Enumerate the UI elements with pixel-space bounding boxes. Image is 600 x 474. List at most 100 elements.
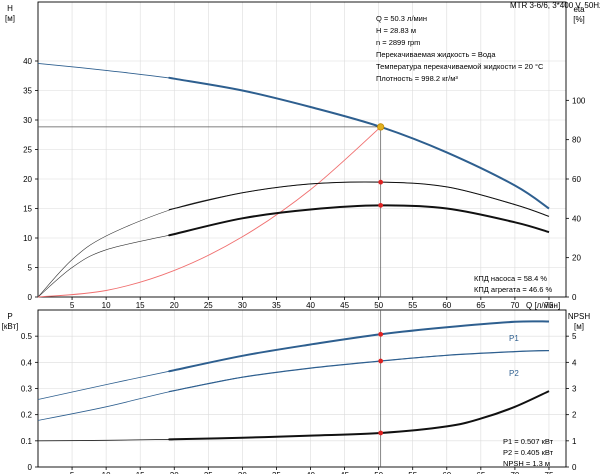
y-right-tick-label: 100 [572, 96, 586, 105]
y-right-tick-label: 2 [572, 411, 577, 420]
y-left-tick-label: 35 [23, 87, 32, 96]
y-left-axis-label: H [7, 4, 13, 13]
x-tick-label: 45 [340, 471, 349, 474]
y-left-tick-label: 20 [23, 175, 32, 184]
plot-frame [37, 309, 567, 468]
x-tick-label: 25 [204, 471, 213, 474]
x-tick-label: 75 [545, 301, 554, 310]
x-tick-label: 75 [545, 471, 554, 474]
y-left-tick-label: 0.2 [21, 411, 33, 420]
power-marker [378, 331, 384, 337]
x-axis-label: Q [л/мин] [526, 301, 560, 310]
efficiency-line: КПД агрегата = 46.6 % [474, 285, 552, 294]
info-line: n = 2899 rpm [376, 38, 420, 47]
y-left-tick-label: 10 [23, 234, 32, 243]
y-left-axis-unit: [кВт] [2, 322, 19, 331]
series-label-p1: P1 [509, 334, 519, 343]
y-left-tick-label: 5 [28, 264, 33, 273]
efficiency-marker [378, 202, 384, 208]
y-right-tick-label: 1 [572, 437, 577, 446]
x-tick-label: 35 [272, 301, 281, 310]
x-tick-label: 55 [408, 301, 417, 310]
x-tick-label: 45 [340, 301, 349, 310]
y-left-axis-unit: [м] [5, 14, 15, 23]
y-left-tick-label: 0 [28, 463, 33, 472]
efficiency-info: КПД насоса = 58.4 % КПД агрегата = 46.6 … [474, 274, 552, 294]
x-tick-label: 5 [70, 301, 75, 310]
axes-layer [35, 1, 569, 470]
power-p1-curve [168, 320, 550, 373]
x-tick-label: 65 [476, 301, 485, 310]
info-line: Плотность = 998.2 кг/м³ [376, 74, 458, 83]
power-p2-curve-thin [37, 350, 550, 421]
y-right-tick-label: 60 [572, 175, 581, 184]
y-right-axis-label: eta [573, 5, 585, 14]
head-curve [168, 76, 550, 210]
y-left-tick-label: 15 [23, 205, 32, 214]
npsh-curve [168, 390, 550, 441]
power-line: P1 = 0.507 кВт [503, 437, 554, 446]
x-tick-label: 70 [510, 301, 519, 310]
plot-frame [37, 1, 567, 298]
info-line: Перекачиваемая жидкость = Вода [376, 50, 496, 59]
x-tick-label: 30 [238, 471, 247, 474]
efficiency-line: КПД насоса = 58.4 % [474, 274, 547, 283]
y-left-tick-label: 0.5 [21, 332, 33, 341]
y-left-tick-label: 0.1 [21, 437, 33, 446]
y-right-axis-unit: [%] [573, 15, 585, 24]
power-marker [378, 358, 384, 364]
info-line: Q = 50.3 л/мин [376, 14, 427, 23]
y-right-tick-label: 5 [572, 332, 577, 341]
x-tick-label: 10 [102, 301, 111, 310]
power-line: P2 = 0.405 кВт [503, 448, 554, 457]
x-tick-label: 25 [204, 301, 213, 310]
y-left-tick-label: 0.3 [21, 385, 33, 394]
x-tick-label: 70 [510, 471, 519, 474]
labels-layer: 5 10 15 20 25 30 35 40 45 50 55 60 65 70 7505101520253… [2, 4, 591, 474]
y-left-tick-label: 30 [23, 116, 32, 125]
power-p1-curve-thin [37, 320, 550, 400]
power-marker [378, 430, 384, 436]
efficiency-marker [378, 179, 384, 185]
x-tick-label: 55 [408, 471, 417, 474]
y-right-tick-label: 0 [572, 293, 577, 302]
y-right-tick-label: 0 [572, 463, 577, 472]
y-right-tick-label: 3 [572, 385, 577, 394]
power-p2-curve [168, 350, 550, 393]
y-right-tick-label: 4 [572, 358, 577, 367]
y-left-tick-label: 0 [28, 293, 33, 302]
x-tick-label: 20 [170, 301, 179, 310]
efficiency-pump-curve [168, 181, 550, 217]
x-tick-label: 40 [306, 301, 315, 310]
efficiency-curve-thin [37, 181, 550, 298]
efficiency-unit-curve [168, 204, 550, 237]
info-line: H = 28.83 м [376, 26, 416, 35]
x-tick-label: 60 [442, 471, 451, 474]
x-tick-label: 5 [70, 471, 75, 474]
x-tick-label: 15 [136, 471, 145, 474]
y-right-axis-label: NPSH [568, 312, 590, 321]
y-left-tick-label: 0.4 [21, 358, 33, 367]
pump-title: MTR 3-6/6, 3*400 V, 50Hz [510, 1, 600, 10]
x-tick-label: 50 [374, 471, 383, 474]
duty-point-marker [377, 123, 385, 131]
x-tick-label: 10 [102, 471, 111, 474]
power-line: NPSH = 1.3 м [503, 459, 550, 468]
system-curve [37, 126, 382, 298]
y-left-tick-label: 25 [23, 146, 32, 155]
x-tick-label: 65 [476, 471, 485, 474]
x-tick-label: 20 [170, 471, 179, 474]
y-right-axis-unit: [м] [574, 322, 584, 331]
grid-layer [37, 2, 566, 468]
y-left-axis-label: P [7, 312, 12, 321]
head-curve-thin [37, 62, 550, 209]
npsh-curve-thin [37, 390, 550, 442]
x-tick-label: 60 [442, 301, 451, 310]
series-label-p2: P2 [509, 369, 519, 378]
duty-point-info: Q = 50.3 л/мин H = 28.83 м n = 2899 rpm … [376, 14, 544, 83]
x-tick-label: 30 [238, 301, 247, 310]
x-tick-label: 50 [374, 301, 383, 310]
y-right-tick-label: 80 [572, 136, 581, 145]
x-tick-label: 15 [136, 301, 145, 310]
